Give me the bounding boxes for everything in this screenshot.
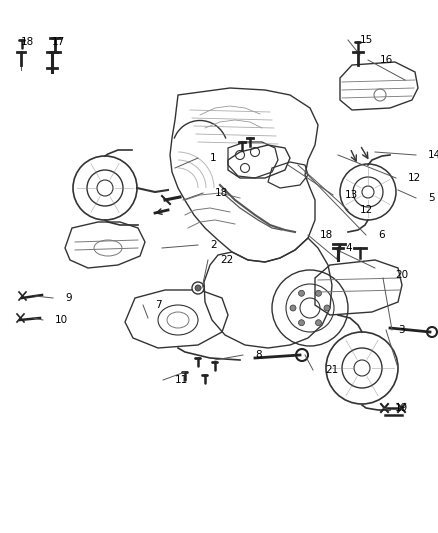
Text: 10: 10 — [55, 315, 68, 325]
Text: 3: 3 — [397, 325, 404, 335]
Text: 4: 4 — [344, 243, 351, 253]
Text: 11: 11 — [175, 375, 188, 385]
Text: 6: 6 — [377, 230, 384, 240]
Text: 7: 7 — [155, 300, 161, 310]
Circle shape — [194, 285, 201, 291]
Circle shape — [315, 290, 321, 296]
Text: 2: 2 — [209, 240, 216, 250]
Circle shape — [426, 327, 436, 337]
Text: 19: 19 — [394, 403, 407, 413]
Text: 15: 15 — [359, 35, 372, 45]
Text: 18: 18 — [319, 230, 332, 240]
Text: 5: 5 — [427, 193, 434, 203]
Text: 20: 20 — [394, 270, 407, 280]
Circle shape — [290, 305, 295, 311]
Circle shape — [315, 320, 321, 326]
Text: 12: 12 — [359, 205, 372, 215]
Circle shape — [298, 290, 304, 296]
Text: 18: 18 — [215, 188, 228, 198]
Text: 1: 1 — [209, 153, 216, 163]
Text: 22: 22 — [219, 255, 233, 265]
Circle shape — [295, 349, 307, 361]
Text: 17: 17 — [52, 37, 65, 47]
Text: 12: 12 — [407, 173, 420, 183]
Text: 9: 9 — [65, 293, 71, 303]
Circle shape — [298, 320, 304, 326]
Text: 18: 18 — [21, 37, 34, 47]
Text: 8: 8 — [254, 350, 261, 360]
Text: 16: 16 — [379, 55, 392, 65]
Text: 14: 14 — [427, 150, 438, 160]
Circle shape — [191, 282, 204, 294]
Text: 13: 13 — [344, 190, 357, 200]
Text: 21: 21 — [324, 365, 338, 375]
Circle shape — [323, 305, 329, 311]
